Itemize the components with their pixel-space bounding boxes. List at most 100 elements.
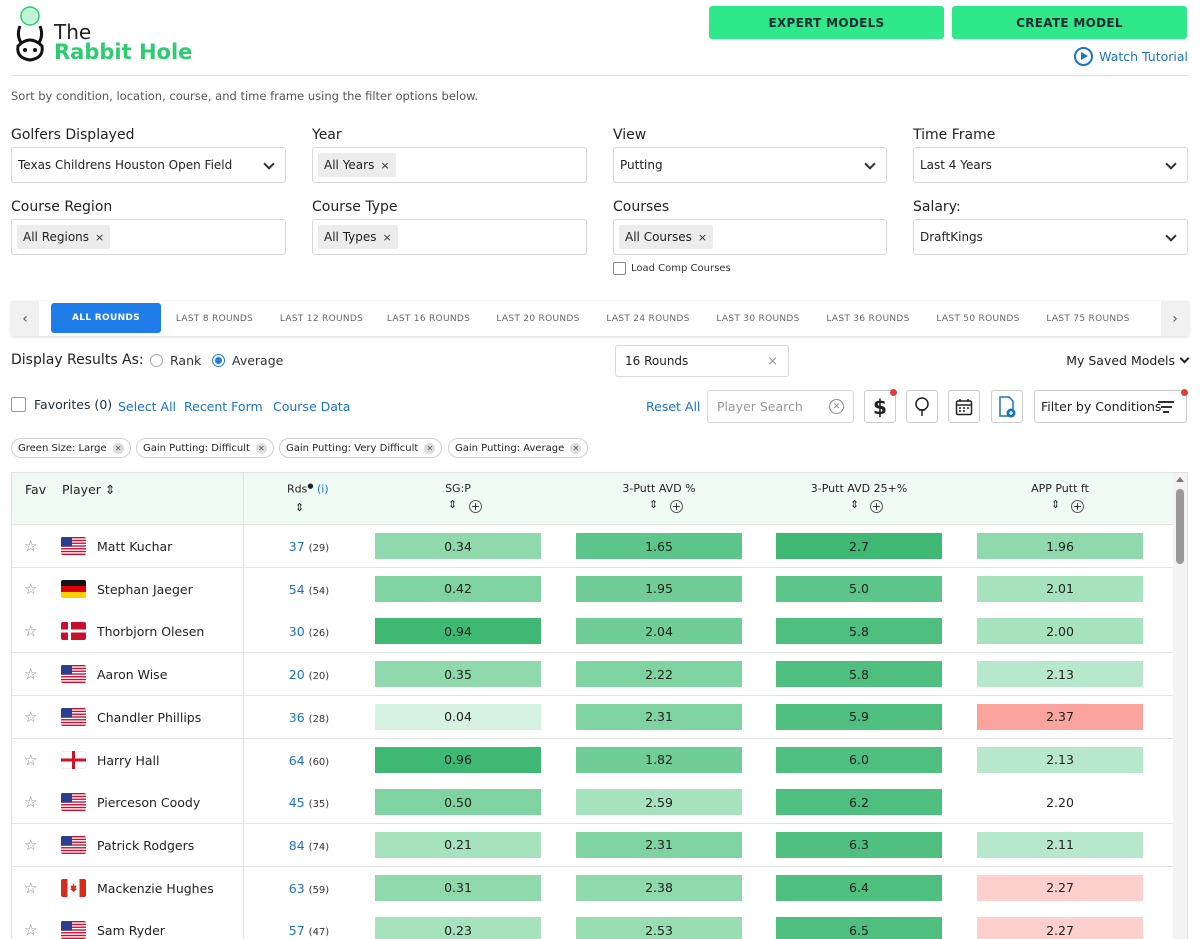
rounds-count[interactable]: 36 (28) bbox=[244, 710, 374, 725]
table-row[interactable]: ☆ Harry Hall 64 (60) 0.96 1.82 6.0 2.13 bbox=[12, 738, 1175, 782]
remove-chip-icon[interactable]: ✕ bbox=[570, 442, 582, 454]
tab-last-75-rounds[interactable]: LAST 75 ROUNDS bbox=[1046, 313, 1130, 324]
remove-chip-icon[interactable]: × bbox=[382, 230, 392, 244]
star-icon[interactable]: ☆ bbox=[24, 707, 38, 726]
star-icon[interactable]: ☆ bbox=[24, 878, 38, 897]
calendar-button[interactable] bbox=[948, 390, 980, 423]
condition-chip[interactable]: Gain Putting: Difficult ✕ bbox=[136, 438, 274, 458]
remove-chip-icon[interactable]: ✕ bbox=[424, 442, 436, 454]
scroll-left-button[interactable]: ‹ bbox=[11, 301, 39, 336]
star-icon[interactable]: ☆ bbox=[24, 793, 38, 812]
add-column-icon[interactable]: + bbox=[670, 500, 683, 513]
expert-models-button[interactable]: EXPERT MODELS bbox=[709, 6, 944, 39]
table-scrollbar[interactable] bbox=[1173, 473, 1187, 939]
table-row[interactable]: ☆ Mackenzie Hughes 63 (59) 0.31 2.38 6.4 2.27 bbox=[12, 866, 1175, 910]
sort-icon[interactable]: ⇕ bbox=[448, 498, 458, 511]
export-csv-button[interactable] bbox=[991, 390, 1023, 423]
year-select[interactable]: All Years × bbox=[312, 147, 587, 183]
load-comp-checkbox[interactable] bbox=[613, 262, 626, 275]
scroll-right-button[interactable]: › bbox=[1161, 301, 1189, 336]
rank-radio[interactable]: Rank bbox=[150, 353, 201, 368]
clear-icon[interactable]: × bbox=[767, 354, 778, 369]
scroll-up-icon[interactable] bbox=[1176, 477, 1184, 482]
add-column-icon[interactable]: + bbox=[1071, 500, 1084, 513]
courses-select[interactable]: All Courses × bbox=[613, 219, 887, 255]
add-column-icon[interactable]: + bbox=[870, 500, 883, 513]
filter-by-conditions-button[interactable]: Filter by Conditions bbox=[1034, 389, 1188, 423]
tab-last-24-rounds[interactable]: LAST 24 ROUNDS bbox=[606, 313, 690, 324]
remove-chip-icon[interactable]: × bbox=[380, 158, 390, 172]
info-icon[interactable]: (i) bbox=[316, 482, 329, 496]
sort-icon[interactable]: ⇕ bbox=[649, 498, 659, 511]
star-icon[interactable]: ☆ bbox=[24, 835, 38, 854]
star-icon[interactable]: ☆ bbox=[24, 622, 38, 641]
table-row[interactable]: ☆ Chandler Phillips 36 (28) 0.04 2.31 5.9 2.37 bbox=[12, 695, 1175, 739]
salary-filter-button[interactable]: $ bbox=[864, 389, 897, 423]
add-column-icon[interactable]: + bbox=[469, 500, 482, 513]
remove-chip-icon[interactable]: ✕ bbox=[255, 442, 267, 454]
remove-chip-icon[interactable]: ✕ bbox=[112, 442, 124, 454]
sort-icon[interactable]: ⇕ bbox=[850, 498, 860, 511]
salary-select[interactable]: DraftKings bbox=[913, 219, 1188, 255]
star-icon[interactable]: ☆ bbox=[24, 750, 38, 769]
create-model-button[interactable]: CREATE MODEL bbox=[952, 6, 1187, 39]
region-chip[interactable]: All Regions × bbox=[17, 225, 111, 249]
player-name[interactable]: Stephan Jaeger bbox=[97, 581, 193, 597]
rounds-count[interactable]: 45 (35) bbox=[244, 795, 374, 810]
rounds-count[interactable]: 54 (54) bbox=[244, 582, 374, 597]
sort-icon[interactable]: ⇕ bbox=[104, 482, 116, 497]
rounds-count[interactable]: 63 (59) bbox=[244, 881, 374, 896]
tab-last-30-rounds[interactable]: LAST 30 ROUNDS bbox=[716, 313, 800, 324]
tab-last-50-rounds[interactable]: LAST 50 ROUNDS bbox=[936, 313, 1020, 324]
player-name[interactable]: Chandler Phillips bbox=[97, 709, 202, 725]
sort-icon[interactable]: ⇕ bbox=[295, 501, 305, 514]
time-frame-select[interactable]: Last 4 Years bbox=[913, 147, 1188, 183]
rounds-count[interactable]: 30 (26) bbox=[244, 624, 374, 639]
player-name[interactable]: Harry Hall bbox=[97, 752, 160, 768]
table-row[interactable]: ☆ Stephan Jaeger 54 (54) 0.42 1.95 5.0 2.01 bbox=[12, 567, 1175, 611]
courses-chip[interactable]: All Courses × bbox=[619, 225, 714, 249]
star-icon[interactable]: ☆ bbox=[24, 921, 38, 939]
table-row[interactable]: ☆ Sam Ryder 57 (47) 0.23 2.53 6.5 2.27 bbox=[12, 909, 1175, 939]
view-select[interactable]: Putting bbox=[613, 147, 887, 183]
golf-ball-button[interactable] bbox=[906, 390, 938, 423]
player-search-input[interactable]: Player Search ✕ bbox=[707, 390, 854, 423]
header-player[interactable]: Player ⇕ bbox=[62, 482, 115, 497]
table-row[interactable]: ☆ Patrick Rodgers 84 (74) 0.21 2.31 6.3 2.11 bbox=[12, 823, 1175, 867]
player-name[interactable]: Thorbjorn Olesen bbox=[97, 624, 205, 640]
rounds-count[interactable]: 37 (29) bbox=[244, 539, 374, 554]
sort-icon[interactable]: ⇕ bbox=[1051, 498, 1061, 511]
player-name[interactable]: Patrick Rodgers bbox=[97, 837, 195, 853]
rounds-select[interactable]: 16 Rounds × bbox=[615, 345, 789, 377]
load-comp-courses[interactable]: Load Comp Courses bbox=[613, 262, 731, 275]
reset-all-link[interactable]: Reset All bbox=[646, 399, 701, 414]
player-name[interactable]: Aaron Wise bbox=[97, 667, 168, 683]
course-type-select[interactable]: All Types × bbox=[312, 219, 587, 255]
table-row[interactable]: ☆ Aaron Wise 20 (20) 0.35 2.22 5.8 2.13 bbox=[12, 653, 1175, 697]
golfers-displayed-select[interactable]: Texas Childrens Houston Open Field bbox=[11, 147, 286, 183]
course-region-select[interactable]: All Regions × bbox=[11, 219, 286, 255]
remove-chip-icon[interactable]: × bbox=[697, 230, 708, 244]
table-row[interactable]: ☆ Thorbjorn Olesen 30 (26) 0.94 2.04 5.8 2.00 bbox=[12, 610, 1175, 654]
player-name[interactable]: Pierceson Coody bbox=[97, 795, 201, 811]
tab-last-16-rounds[interactable]: LAST 16 ROUNDS bbox=[386, 313, 471, 324]
scrollbar-thumb[interactable] bbox=[1176, 489, 1184, 564]
condition-chip[interactable]: Green Size: Large ✕ bbox=[11, 438, 131, 458]
player-name[interactable]: Matt Kuchar bbox=[97, 539, 173, 554]
saved-models-dropdown[interactable]: My Saved Models bbox=[1066, 353, 1190, 368]
favorites-checkbox[interactable] bbox=[11, 397, 26, 412]
average-radio[interactable]: Average bbox=[212, 353, 283, 368]
tab-last-8-rounds[interactable]: LAST 8 ROUNDS bbox=[175, 313, 254, 324]
rounds-count[interactable]: 64 (60) bbox=[244, 753, 374, 768]
type-chip[interactable]: All Types × bbox=[318, 225, 398, 249]
course-data-link[interactable]: Course Data bbox=[273, 399, 351, 414]
player-name[interactable]: Mackenzie Hughes bbox=[97, 880, 214, 896]
tab-all-rounds[interactable]: ALL ROUNDS bbox=[51, 303, 161, 333]
table-row[interactable]: ☆ Pierceson Coody 45 (35) 0.50 2.59 6.2 2.20 bbox=[12, 781, 1175, 825]
watch-tutorial-link[interactable]: Watch Tutorial bbox=[1074, 47, 1188, 66]
rounds-count[interactable]: 57 (47) bbox=[244, 923, 374, 938]
table-row[interactable]: ☆ Matt Kuchar 37 (29) 0.34 1.65 2.7 1.96 bbox=[12, 525, 1175, 568]
rounds-count[interactable]: 84 (74) bbox=[244, 838, 374, 853]
select-all-link[interactable]: Select All bbox=[118, 399, 177, 414]
rounds-count[interactable]: 20 (20) bbox=[244, 667, 374, 682]
